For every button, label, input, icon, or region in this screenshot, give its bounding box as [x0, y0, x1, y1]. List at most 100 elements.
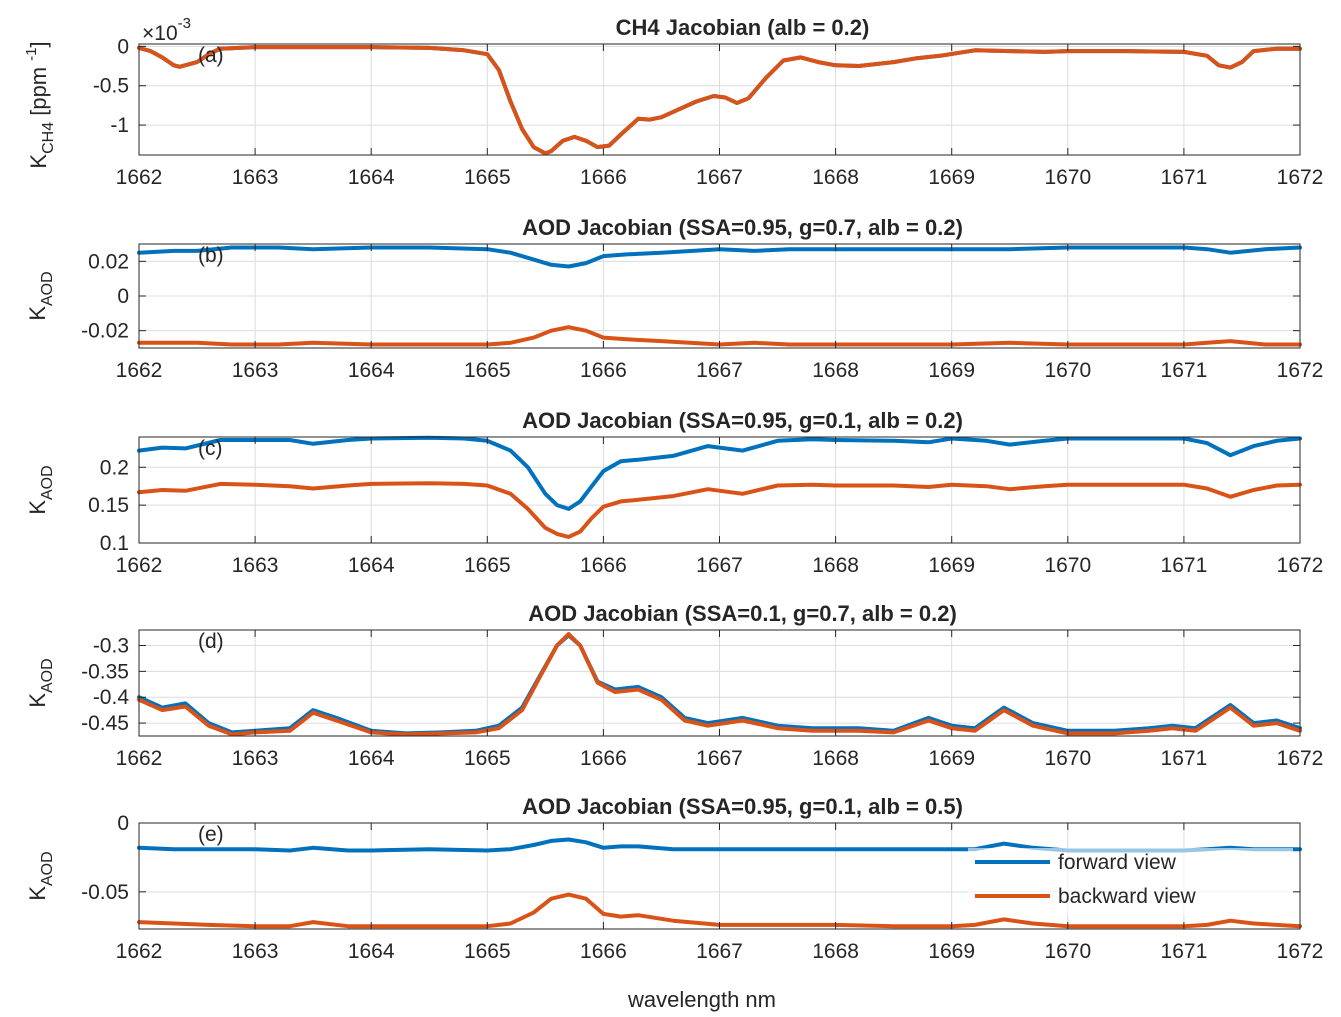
- panel-b-ylabel-main: K: [25, 306, 50, 321]
- panel-a-exponent-power: -3: [178, 15, 191, 32]
- panel-b-xtick-label-5: 1667: [696, 359, 743, 382]
- x-axis-label: wavelength nm: [627, 987, 776, 1012]
- panel-e-ylabel-sub: AOD: [39, 851, 56, 886]
- panel-a-xtick-label-8: 1670: [1044, 166, 1091, 189]
- panel-c-label: (c): [198, 437, 223, 460]
- panel-d-xtick-label-8: 1670: [1044, 747, 1091, 770]
- panel-e-xtick-label-4: 1666: [580, 940, 627, 963]
- panel-a-exponent: ×10-3: [142, 15, 191, 45]
- panel-d-ytick-label-1: -0.4: [93, 686, 130, 709]
- panel-c-xtick-label-0: 1662: [116, 554, 163, 577]
- panel-a-xtick-label-4: 1666: [580, 166, 627, 189]
- panel-b-xtick-label-7: 1669: [928, 359, 975, 382]
- panel-b-series-forward: [137, 245, 1302, 269]
- panel-e-ylabel: KAOD: [25, 851, 56, 900]
- panel-a-ylabel-unit: [ppm: [26, 67, 51, 122]
- panel-a-title: CH4 Jacobian (alb = 0.2): [616, 15, 870, 40]
- panel-b-ylabel: KAOD: [25, 271, 56, 320]
- panel-a-ylabel: KCH4 [ppm -1]: [23, 41, 57, 168]
- panel-b: 1662 1663 1664 1665 1666 1667 1668 1669 1670 1671…: [25, 215, 1323, 382]
- panel-d-xtick-label-1: 1663: [232, 747, 279, 770]
- panel-b-xtick-label-1: 1663: [232, 359, 279, 382]
- panel-c-xtick-label-6: 1668: [812, 554, 859, 577]
- panel-e-title: AOD Jacobian (SSA=0.95, g=0.1, alb = 0.5…: [522, 794, 963, 819]
- panel-d: 1662 1663 1664 1665 1666 1667 1668 1669 1670 1671…: [25, 601, 1323, 770]
- panel-a-ytick-label-1: -0.5: [93, 75, 129, 98]
- panel-d-xtick-label-6: 1668: [812, 747, 859, 770]
- panel-b-ytick-label-0: -0.02: [81, 320, 129, 343]
- panel-e-xtick-label-6: 1668: [812, 940, 859, 963]
- panel-b-xtick-label-0: 1662: [116, 359, 163, 382]
- panel-a: 1662 1663 1664 1665 1666 1667 1668 1669 1670 1671…: [23, 15, 1323, 189]
- panel-d-xtick-label-5: 1667: [696, 747, 743, 770]
- panel-d-label: (d): [198, 630, 224, 653]
- panel-d-ylabel-main: K: [25, 693, 50, 708]
- panel-a-xtick-label-5: 1667: [696, 166, 743, 189]
- panel-c-xtick-label-5: 1667: [696, 554, 743, 577]
- panel-a-xtick-label-3: 1665: [464, 166, 511, 189]
- panel-c-xtick-label-4: 1666: [580, 554, 627, 577]
- panel-e-xtick-label-10: 1672: [1277, 940, 1324, 963]
- panel-c-xtick-label-10: 1672: [1277, 554, 1324, 577]
- panel-a-xtick-label-1: 1663: [232, 166, 279, 189]
- panel-d-ylabel-sub: AOD: [39, 658, 56, 693]
- panel-a-xtick-label-6: 1668: [812, 166, 859, 189]
- panel-c-xtick-label-3: 1665: [464, 554, 511, 577]
- panel-c-series-backward: [137, 481, 1302, 539]
- panel-c-xtick-label-9: 1671: [1161, 554, 1208, 577]
- panel-b-xtick-label-8: 1670: [1044, 359, 1091, 382]
- panel-a-exponent-base: ×10: [142, 22, 178, 45]
- panel-b-xtick-label-10: 1672: [1277, 359, 1324, 382]
- panel-a-ylabel-unit-sup: -1: [23, 48, 40, 61]
- panel-d-ytick-label-3: -0.3: [93, 635, 129, 658]
- panel-a-ylabel-unit-close: ]: [26, 41, 51, 47]
- panel-e-xtick-label-5: 1667: [696, 940, 743, 963]
- panel-c-ylabel: KAOD: [25, 465, 56, 514]
- panel-b-ylabel-sub: AOD: [39, 271, 56, 306]
- panel-a-xtick-label-0: 1662: [116, 166, 163, 189]
- panel-e-xtick-label-2: 1664: [348, 940, 395, 963]
- panel-c: 1662 1663 1664 1665 1666 1667 1668 1669 1670 1671…: [25, 408, 1323, 577]
- panel-d-xtick-label-3: 1665: [464, 747, 511, 770]
- panel-a-xtick-label-7: 1669: [928, 166, 975, 189]
- panel-e-ylabel-main: K: [25, 886, 50, 901]
- panel-c-ylabel-sub: AOD: [39, 465, 56, 500]
- legend-label-forward: forward view: [1058, 851, 1177, 874]
- panel-b-xtick-label-6: 1668: [812, 359, 859, 382]
- panel-d-ylabel: KAOD: [25, 658, 56, 707]
- panel-c-xtick-label-8: 1670: [1044, 554, 1091, 577]
- panel-a-xtick-label-9: 1671: [1161, 166, 1208, 189]
- panel-b-title: AOD Jacobian (SSA=0.95, g=0.7, alb = 0.2…: [522, 215, 963, 240]
- panel-d-xtick-label-7: 1669: [928, 747, 975, 770]
- panel-a-series-backward: [137, 45, 1302, 156]
- legend-label-backward: backward view: [1058, 885, 1197, 908]
- panel-a-ylabel-sub: CH4: [40, 122, 57, 154]
- panel-e-ytick-label-1: 0: [117, 812, 129, 835]
- panel-d-series-backward: [137, 632, 1302, 737]
- panel-e-xtick-label-9: 1671: [1161, 940, 1208, 963]
- panel-d-xtick-label-9: 1671: [1161, 747, 1208, 770]
- panel-b-ytick-label-2: 0.02: [88, 250, 129, 273]
- panel-c-series-forward: [137, 435, 1302, 511]
- panel-d-series-forward: [137, 633, 1302, 736]
- panel-e-xtick-label-1: 1663: [232, 940, 279, 963]
- panel-a-ytick-label-0: -1: [110, 114, 129, 137]
- panel-d-xtick-label-0: 1662: [116, 747, 163, 770]
- panel-d-xtick-label-10: 1672: [1277, 747, 1324, 770]
- panel-b-xtick-label-3: 1665: [464, 359, 511, 382]
- panel-a-ylabel-main: K: [26, 154, 51, 169]
- panel-c-title: AOD Jacobian (SSA=0.95, g=0.1, alb = 0.2…: [522, 408, 963, 433]
- panel-d-xtick-label-2: 1664: [348, 747, 395, 770]
- panel-e-label: (e): [198, 823, 224, 846]
- panel-e-ytick-label-0: -0.05: [81, 881, 129, 904]
- panel-d-ytick-label-0: -0.45: [81, 712, 129, 735]
- panel-a-label: (a): [198, 44, 224, 67]
- panel-e-xtick-label-3: 1665: [464, 940, 511, 963]
- panel-c-xtick-label-7: 1669: [928, 554, 975, 577]
- panel-d-xtick-label-4: 1666: [580, 747, 627, 770]
- panel-c-ylabel-main: K: [25, 500, 50, 515]
- panel-c-ytick-label-0: 0.1: [100, 532, 129, 555]
- panel-b-xtick-label-9: 1671: [1161, 359, 1208, 382]
- panel-c-ytick-label-1: 0.15: [88, 494, 129, 517]
